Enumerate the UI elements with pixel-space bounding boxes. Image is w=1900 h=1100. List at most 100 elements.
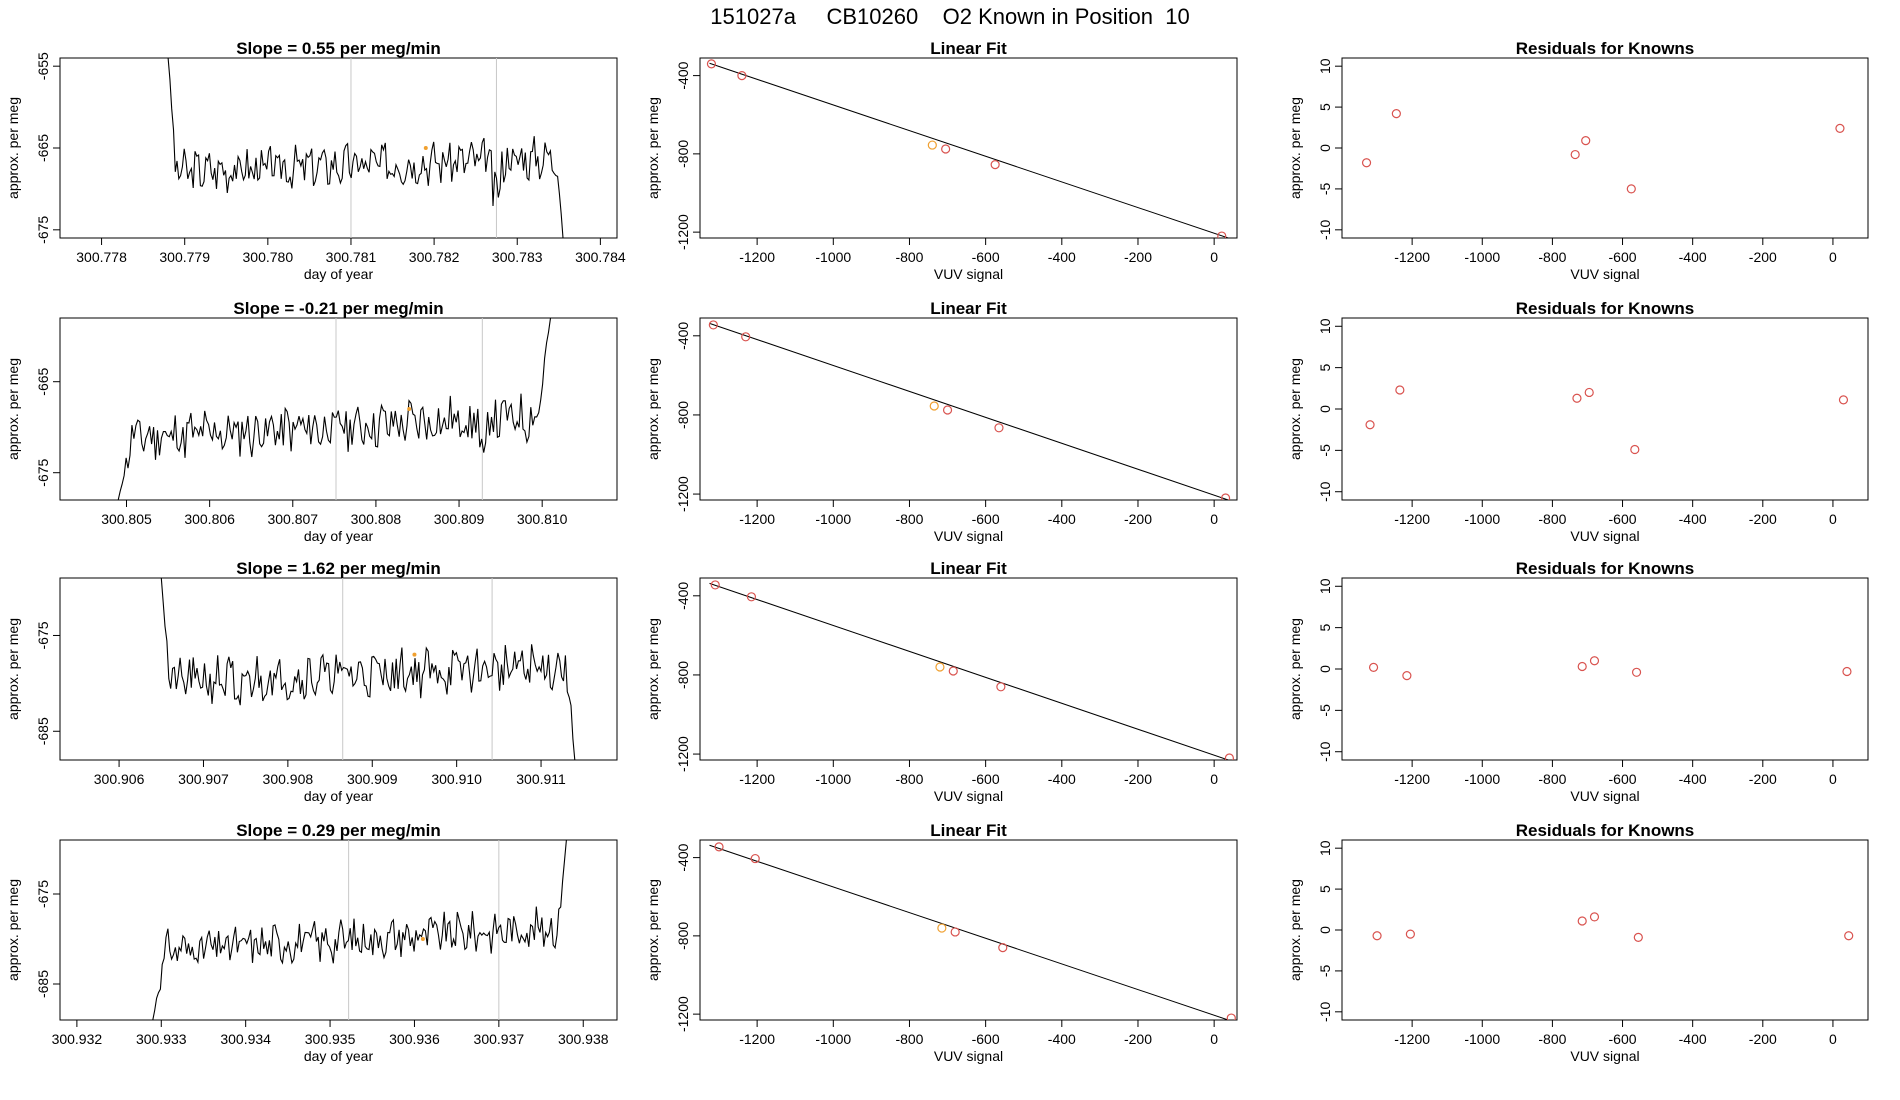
plot-frame [699, 57, 1238, 239]
panel-scatter-r2c2: Residuals for Knowns-1200 -1000 -800 -600 -4… [1287, 559, 1869, 804]
x-tick-label: -600 [972, 249, 1000, 265]
data-point [1391, 109, 1401, 119]
y-axis-label: approx. per meg [645, 97, 661, 199]
plot-frame [59, 577, 618, 761]
x-axis-label: VUV signal [934, 788, 1003, 804]
y-axis: -655 -665 -675 [35, 52, 60, 244]
plot-area [709, 580, 1234, 760]
panel-title: Slope = 1.62 per meg/min [236, 559, 441, 578]
y-tick-label: -400 [675, 582, 691, 610]
signal-trace [152, 840, 567, 1020]
x-tick-label: -800 [1538, 249, 1566, 265]
x-tick-label: 300.783 [492, 249, 543, 265]
x-tick-label: -800 [1538, 1031, 1566, 1047]
x-tick-label: 300.936 [389, 1031, 440, 1047]
y-tick-label: 10 [1317, 58, 1333, 74]
x-axis-label: VUV signal [1570, 788, 1639, 804]
x-tick-label: 300.807 [267, 511, 318, 527]
x-tick-label: -200 [1749, 511, 1777, 527]
x-axis: -1200 -1000 -800 -600 -400 -200 0 [1394, 760, 1837, 787]
y-tick-label: -675 [35, 458, 51, 486]
x-tick-label: 0 [1210, 771, 1218, 787]
y-axis: 10 5 0 -5 -10 [1317, 318, 1342, 502]
x-tick-label: 0 [1210, 511, 1218, 527]
x-tick-label: 300.933 [136, 1031, 187, 1047]
signal-trace [160, 578, 576, 760]
data-point [1572, 393, 1582, 403]
y-axis-label: approx. per meg [1287, 97, 1303, 199]
y-tick-label: -5 [1317, 704, 1333, 717]
x-tick-label: -200 [1124, 511, 1152, 527]
x-tick-label: 0 [1829, 511, 1837, 527]
y-tick-label: 0 [1317, 144, 1333, 152]
y-axis: -400 -800 -1200 [675, 843, 700, 1032]
data-point [1217, 231, 1227, 238]
y-tick-label: -10 [1317, 219, 1333, 239]
x-tick-label: -800 [895, 511, 923, 527]
data-point [941, 144, 951, 154]
x-tick-label: -400 [1048, 771, 1076, 787]
x-tick-label: -400 [1048, 1031, 1076, 1047]
y-axis-label: approx. per meg [5, 358, 21, 460]
y-tick-label: -800 [675, 661, 691, 689]
y-tick-label: 0 [1317, 926, 1333, 934]
data-point [990, 160, 1000, 170]
data-point [1577, 916, 1587, 926]
x-tick-label: -400 [1048, 511, 1076, 527]
x-tick-label: -1000 [815, 511, 851, 527]
plot-frame [699, 839, 1238, 1021]
y-tick-label: -655 [35, 52, 51, 80]
highlight-point [929, 401, 939, 411]
y-tick-label: -400 [675, 322, 691, 350]
y-tick-label: 10 [1317, 840, 1333, 856]
x-tick-label: -200 [1749, 249, 1777, 265]
x-axis-label: VUV signal [1570, 266, 1639, 282]
plot-area [709, 842, 1236, 1020]
fit-line [709, 62, 1230, 238]
plot-area [1372, 912, 1854, 942]
plot-area [160, 578, 576, 760]
x-tick-label: 300.782 [409, 249, 460, 265]
y-tick-label: -1200 [675, 736, 691, 772]
y-axis-label: approx. per meg [645, 618, 661, 720]
data-point [1626, 184, 1636, 194]
y-tick-label: -5 [1317, 964, 1333, 977]
y-axis: 10 5 0 -5 -10 [1317, 840, 1342, 1022]
y-axis: -675 -685 [35, 621, 60, 745]
data-point [1395, 385, 1405, 395]
data-point [1368, 662, 1379, 672]
data-point [950, 927, 960, 937]
panel-scatter-r0c1: Linear Fit -1200 -1000 -800 -600 -400 -200 0 VUV… [645, 39, 1238, 282]
plot-frame [1341, 839, 1869, 1021]
fit-line [709, 844, 1230, 1020]
x-tick-label: 300.779 [159, 249, 210, 265]
panel-title: Residuals for Knowns [1516, 821, 1695, 840]
data-point [994, 423, 1004, 433]
data-point [1220, 493, 1231, 500]
y-tick-label: 5 [1317, 364, 1333, 372]
y-tick-label: -800 [675, 922, 691, 950]
y-tick-label: -400 [675, 61, 691, 89]
x-axis: -1200 -1000 -800 -600 -400 -200 0 [739, 238, 1218, 265]
x-tick-label: -200 [1124, 249, 1152, 265]
panel-title: Residuals for Knowns [1516, 39, 1695, 58]
data-point [1365, 420, 1375, 430]
x-tick-label: -1200 [1394, 249, 1430, 265]
x-tick-label: -1200 [1394, 771, 1430, 787]
panel-title: Slope = 0.29 per meg/min [236, 821, 441, 840]
y-axis: 10 5 0 -5 -10 [1317, 578, 1342, 762]
data-point [1405, 929, 1415, 939]
x-tick-label: -1200 [739, 511, 775, 527]
x-tick-label: 300.809 [434, 511, 485, 527]
y-tick-label: -1200 [675, 214, 691, 250]
x-tick-label: -1200 [739, 249, 775, 265]
y-tick-label: -665 [35, 134, 51, 162]
panel-title: Linear Fit [930, 821, 1007, 840]
y-tick-label: -675 [35, 880, 51, 908]
plot-frame [59, 839, 618, 1021]
x-axis-label: day of year [304, 266, 374, 282]
panel-scatter-r1c2: Residuals for Knowns-1200 -1000 -800 -600 -4… [1287, 299, 1869, 544]
x-tick-label: 300.805 [101, 511, 152, 527]
fit-line [709, 582, 1230, 760]
highlight-point [935, 662, 945, 672]
